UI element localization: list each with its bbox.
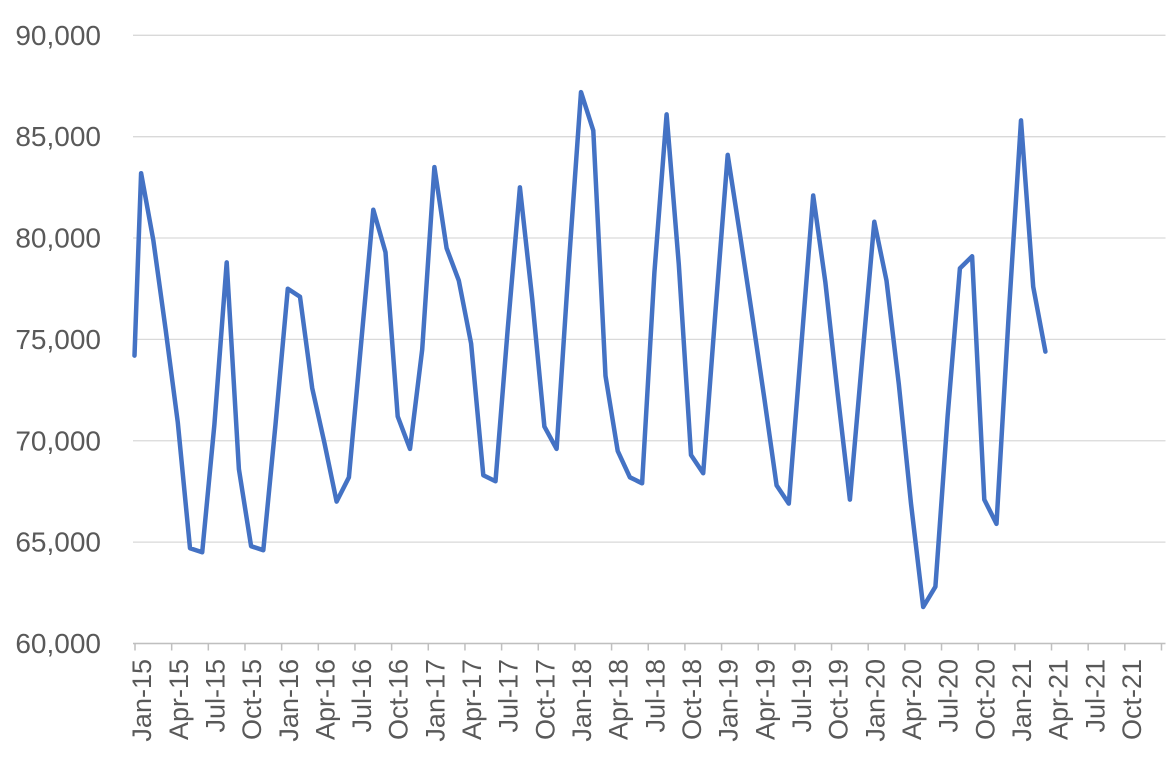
x-axis-label: Oct-15 (237, 659, 267, 740)
x-axis-label: Jul-18 (640, 659, 670, 733)
x-axis-label: Jan-20 (860, 659, 890, 742)
y-axis-label: 85,000 (15, 121, 101, 152)
x-axis-label: Apr-17 (457, 659, 487, 740)
y-axis-label: 80,000 (15, 223, 101, 254)
x-axis-label: Oct-19 (824, 659, 854, 740)
data-series-line (132, 89, 1048, 610)
x-axis-label: Jul-19 (787, 659, 817, 733)
x-axis-label: Jan-18 (567, 659, 597, 742)
x-axis-label: Oct-20 (970, 659, 1000, 740)
x-axis-label: Jul-15 (200, 659, 230, 733)
y-axis-label: 75,000 (15, 324, 101, 355)
x-axis-label: Oct-16 (384, 659, 414, 740)
x-axis-label: Jul-20 (934, 659, 964, 733)
x-axis-label: Apr-20 (897, 659, 927, 740)
y-axis-label: 60,000 (15, 628, 101, 659)
x-axis-label: Jan-19 (714, 659, 744, 742)
x-axis-label: Apr-21 (1044, 659, 1074, 740)
x-axis-label: Jan-16 (274, 659, 304, 742)
x-axis-label: Oct-18 (677, 659, 707, 740)
x-axis-label: Jul-21 (1080, 659, 1110, 733)
x-axis-label: Apr-19 (750, 659, 780, 740)
y-axis-label: 90,000 (15, 20, 101, 51)
x-axis-label: Jan-17 (420, 659, 450, 742)
x-axis-label: Oct-21 (1117, 659, 1147, 740)
x-axis-label: Jul-17 (494, 659, 524, 733)
y-axis-label: 65,000 (15, 527, 101, 558)
y-axis-label: 70,000 (15, 425, 101, 456)
x-axis (133, 642, 1166, 651)
x-axis-label: Apr-16 (310, 659, 340, 740)
x-axis-label: Jan-15 (127, 659, 157, 742)
x-axis-label: Apr-15 (164, 659, 194, 740)
x-axis-label: Jan-21 (1007, 659, 1037, 742)
x-axis-label: Jul-16 (347, 659, 377, 733)
x-axis-label: Oct-17 (530, 659, 560, 740)
y-axis-labels: 90,000 85,000 80,000 75,000 70,000 65,000 60,0… (15, 20, 101, 659)
x-axis-label: Apr-18 (604, 659, 634, 740)
x-axis-labels: Jan-15 Apr-15 Jul-15 Oct-15 Jan-16 Apr-16 Jul-… (127, 659, 1147, 742)
